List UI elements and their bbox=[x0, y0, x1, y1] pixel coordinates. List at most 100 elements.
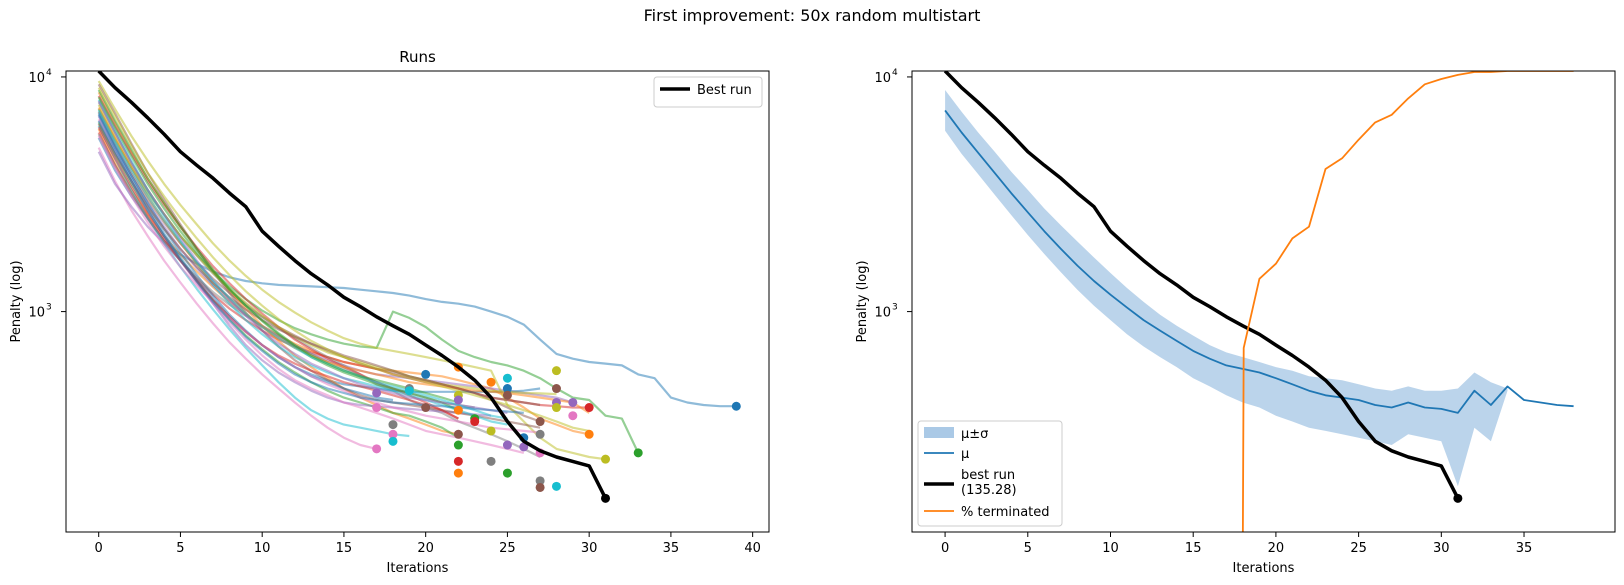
run-endpoint bbox=[388, 429, 398, 439]
run-line bbox=[97, 80, 606, 461]
best-run-line bbox=[943, 71, 1460, 500]
run-endpoint bbox=[502, 440, 512, 450]
summary-chart-ytick-exponent: 3 bbox=[892, 303, 898, 313]
run-endpoint bbox=[535, 429, 545, 439]
legend-best-run-label: best run bbox=[961, 468, 1015, 483]
runs-chart-xtick-label: 0 bbox=[95, 541, 103, 556]
summary-chart-xtick-label: 15 bbox=[1185, 541, 1202, 556]
runs-chart-ytick-exponent: 4 bbox=[46, 68, 52, 78]
run-endpoint bbox=[601, 454, 611, 464]
runs-chart-xtick-label: 35 bbox=[663, 541, 680, 556]
summary-chart-xtick-label: 25 bbox=[1350, 541, 1367, 556]
run-endpoint bbox=[453, 456, 463, 466]
run-endpoint bbox=[502, 373, 512, 383]
summary-chart-xtick-label: 5 bbox=[1024, 541, 1032, 556]
figure-suptitle: First improvement: 50x random multistart bbox=[644, 6, 981, 25]
run-endpoint bbox=[421, 369, 431, 379]
run-endpoint bbox=[535, 417, 545, 427]
run-endpoint bbox=[388, 420, 398, 430]
run-endpoint bbox=[372, 388, 382, 398]
run-endpoint bbox=[519, 442, 529, 452]
runs-chart-xtick-label: 30 bbox=[581, 541, 598, 556]
summary-chart-xtick-label: 20 bbox=[1268, 541, 1285, 556]
run-endpoint bbox=[535, 476, 545, 486]
best-run-line bbox=[97, 71, 608, 500]
summary-chart-legend: μ±σ μ best run (135.28) % terminated bbox=[917, 420, 1063, 527]
run-endpoint bbox=[568, 397, 578, 407]
run-endpoint bbox=[551, 403, 561, 413]
run-line bbox=[97, 109, 508, 420]
run-endpoint bbox=[486, 456, 496, 466]
run-endpoint bbox=[502, 390, 512, 400]
summary-chart-xtick-label: 30 bbox=[1433, 541, 1450, 556]
runs-chart-ylabel: Penalty (log) bbox=[9, 260, 24, 342]
run-endpoint bbox=[453, 468, 463, 478]
runs-chart-xtick-label: 5 bbox=[176, 541, 184, 556]
runs-chart-ytick-label: 10 bbox=[28, 306, 45, 321]
summary-chart-xtick-label: 35 bbox=[1516, 541, 1533, 556]
runs-chart-xtick-label: 15 bbox=[336, 541, 353, 556]
run-line bbox=[97, 96, 459, 404]
run-endpoint bbox=[731, 401, 741, 411]
run-endpoint bbox=[568, 411, 578, 421]
run-endpoint bbox=[551, 384, 561, 394]
run-endpoint bbox=[584, 429, 594, 439]
summary-chart-ytick-label: 10 bbox=[874, 306, 891, 321]
run-endpoint bbox=[453, 405, 463, 415]
runs-chart-frame bbox=[65, 70, 770, 533]
run-line bbox=[97, 123, 541, 407]
runs-chart-title: Runs bbox=[399, 48, 436, 66]
run-line bbox=[97, 83, 541, 429]
legend-best-run-value: (135.28) bbox=[961, 483, 1017, 498]
run-endpoint bbox=[372, 403, 382, 413]
run-line bbox=[97, 137, 737, 408]
runs-chart-ytick-label: 10 bbox=[28, 71, 45, 86]
runs-chart-xtick-label: 10 bbox=[254, 541, 271, 556]
runs-chart-legend: Best run bbox=[653, 76, 763, 108]
summary-chart-xtick-label: 10 bbox=[1102, 541, 1119, 556]
run-endpoint bbox=[404, 386, 414, 396]
best-run-endpoint bbox=[601, 493, 611, 503]
run-endpoint bbox=[453, 440, 463, 450]
run-endpoint bbox=[470, 417, 480, 427]
summary-chart-xlabel: Iterations bbox=[1233, 561, 1295, 576]
run-endpoint bbox=[486, 426, 496, 436]
runs-chart-xtick-label: 40 bbox=[744, 541, 761, 556]
legend-best-run-label: Best run bbox=[697, 83, 752, 98]
summary-chart-ytick-exponent: 4 bbox=[892, 68, 898, 78]
run-line bbox=[97, 126, 459, 420]
run-endpoint bbox=[551, 481, 561, 491]
run-endpoint bbox=[372, 444, 382, 454]
run-line bbox=[97, 100, 508, 414]
legend-mu-label: μ bbox=[961, 447, 969, 462]
sigma-band bbox=[945, 90, 1508, 487]
summary-chart-xtick-label: 0 bbox=[941, 541, 949, 556]
mu-line bbox=[944, 109, 1574, 414]
run-endpoint bbox=[551, 366, 561, 376]
runs-chart-ytick-exponent: 3 bbox=[46, 303, 52, 313]
best-run-endpoint bbox=[1453, 493, 1463, 503]
run-endpoint bbox=[486, 377, 496, 387]
run-endpoint bbox=[453, 429, 463, 439]
runs-chart-xlabel: Iterations bbox=[387, 561, 449, 576]
run-line bbox=[97, 120, 524, 414]
run-endpoint bbox=[584, 403, 594, 413]
summary-chart-ylabel: Penalty (log) bbox=[855, 260, 870, 342]
run-endpoint bbox=[535, 482, 545, 492]
legend-sigma-swatch bbox=[924, 427, 954, 438]
run-endpoint bbox=[502, 384, 512, 394]
run-line bbox=[97, 87, 590, 432]
terminated-line bbox=[1241, 71, 1574, 532]
run-endpoint bbox=[388, 436, 398, 446]
run-endpoint bbox=[633, 448, 643, 458]
run-endpoint bbox=[421, 403, 431, 413]
legend-sigma-label: μ±σ bbox=[961, 427, 988, 442]
runs-chart-xtick-label: 20 bbox=[417, 541, 434, 556]
runs-chart-xtick-label: 25 bbox=[499, 541, 516, 556]
summary-chart-frame bbox=[911, 70, 1616, 533]
run-endpoint bbox=[502, 468, 512, 478]
summary-chart-ytick-label: 10 bbox=[874, 71, 891, 86]
